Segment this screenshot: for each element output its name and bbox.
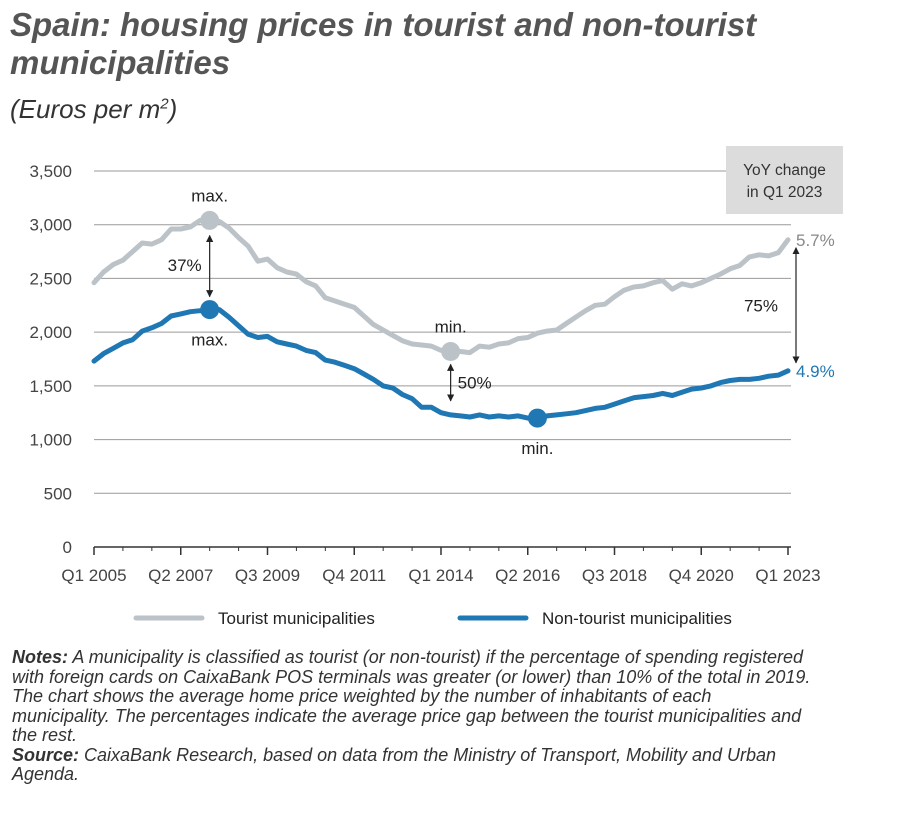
min-marker bbox=[441, 341, 461, 361]
y-tick-label: 3,000 bbox=[29, 216, 72, 235]
x-tick-label: Q4 2011 bbox=[322, 566, 386, 585]
x-tick-label: Q1 2014 bbox=[408, 566, 473, 585]
subtitle-superscript: 2 bbox=[160, 95, 169, 113]
axis-layer: Q1 2005 Q2 2007 Q3 2009 Q4 2011 Q1 2014 Q2 20… bbox=[61, 546, 821, 585]
subtitle-close: ) bbox=[168, 94, 178, 124]
max-label: max. bbox=[191, 186, 228, 205]
x-tick-label: Q3 2018 bbox=[582, 566, 647, 585]
notes-text: A municipality is classified as tourist … bbox=[12, 647, 811, 745]
y-tick-label: 0 bbox=[63, 538, 72, 557]
gap-label: 50% bbox=[458, 374, 492, 393]
yoy-box-line2: in Q1 2023 bbox=[747, 184, 823, 201]
min-label: min. bbox=[521, 439, 553, 458]
legend-label: Non-tourist municipalities bbox=[542, 609, 732, 628]
yoy-box-line1: YoY change bbox=[743, 162, 826, 179]
y-tick-label: 3,500 bbox=[29, 162, 72, 181]
chart-title: Spain: housing prices in tourist and non… bbox=[10, 6, 757, 81]
yoy-value-label: 4.9% bbox=[796, 362, 835, 381]
source-paragraph: Source: CaixaBank Research, based on dat… bbox=[12, 744, 812, 785]
x-tick-label: Q4 2020 bbox=[669, 566, 734, 585]
chart-subtitle: (Euros per m2) bbox=[10, 94, 177, 125]
yoy-box: YoY change in Q1 2023 bbox=[726, 146, 843, 214]
gap-label: 75% bbox=[744, 296, 778, 315]
notes-label: Notes: bbox=[12, 647, 69, 667]
x-tick-label: Q1 2023 bbox=[755, 566, 820, 585]
y-tick-label: 1,500 bbox=[29, 377, 72, 396]
legend: Tourist municipalities Non-tourist munici… bbox=[133, 609, 732, 628]
x-tick-label: Q1 2005 bbox=[61, 566, 126, 585]
x-tick-label: Q3 2009 bbox=[235, 566, 300, 585]
y-tick-label: 2,500 bbox=[29, 269, 72, 288]
grid-layer: 0 500 1,000 1,500 2,000 2,500 3,000 3,500 bbox=[29, 162, 791, 557]
x-tick-label: Q2 2016 bbox=[495, 566, 560, 585]
gap-label: 37% bbox=[168, 256, 202, 275]
y-tick-label: 500 bbox=[44, 484, 72, 503]
annotation-layer: max. max. 37% min. min. 50% 75% bbox=[168, 186, 800, 458]
yoy-box-background bbox=[726, 146, 843, 214]
legend-label: Tourist municipalities bbox=[218, 609, 375, 628]
max-marker bbox=[200, 300, 220, 320]
source-text: CaixaBank Research, based on data from t… bbox=[12, 744, 777, 784]
min-label: min. bbox=[435, 317, 467, 336]
line-chart: 0 500 1,000 1,500 2,000 2,500 3,000 3,500 Q1 20… bbox=[29, 146, 843, 628]
max-label: max. bbox=[191, 331, 228, 350]
subtitle-text: (Euros per m bbox=[10, 94, 161, 124]
notes-block: Notes: A municipality is classified as t… bbox=[12, 647, 812, 785]
y-tick-label: 1,000 bbox=[29, 431, 72, 450]
yoy-value-label: 5.7% bbox=[796, 231, 835, 250]
min-marker bbox=[527, 408, 547, 428]
x-tick-label: Q2 2007 bbox=[148, 566, 213, 585]
source-label: Source: bbox=[12, 744, 80, 765]
notes-paragraph: Notes: A municipality is classified as t… bbox=[12, 647, 812, 746]
y-tick-label: 2,000 bbox=[29, 323, 72, 342]
max-marker bbox=[200, 210, 220, 230]
